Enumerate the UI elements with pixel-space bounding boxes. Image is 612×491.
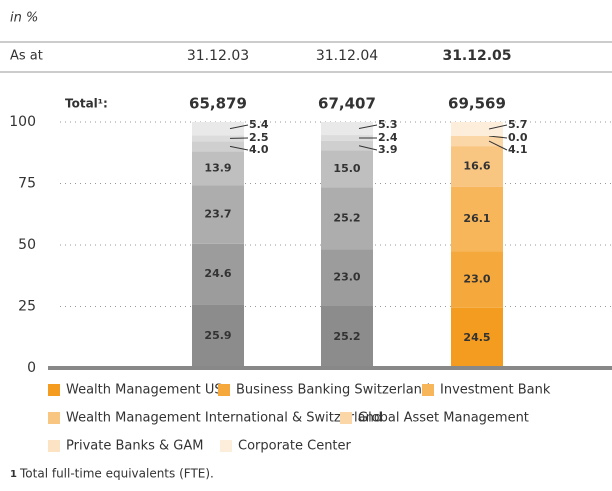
leader-line: [488, 124, 508, 130]
leader-line: [358, 145, 378, 151]
data-label: 24.5: [463, 331, 490, 344]
leader-line: [488, 140, 508, 151]
data-label: 4.0: [249, 143, 269, 156]
y-tick-label: 0: [27, 360, 36, 376]
data-label: 5.3: [378, 118, 398, 131]
y-tick-label: 75: [18, 176, 36, 192]
legend-swatch: [220, 440, 232, 452]
bar-segment: [451, 146, 503, 187]
bar-segment: [321, 249, 373, 307]
data-label: 25.2: [333, 330, 360, 343]
legend-label: Investment Bank: [440, 383, 551, 398]
category-label: 31.12.03: [187, 48, 249, 64]
bar-segment: [192, 151, 244, 186]
total-label: 69,569: [448, 95, 506, 113]
legend-swatch: [48, 440, 60, 452]
bar-segment: [451, 251, 503, 308]
leader-line: [358, 124, 378, 130]
bar-segment: [321, 122, 373, 136]
footnote: Total full-time equivalents (FTE).: [19, 467, 214, 481]
bar-segment: [321, 187, 373, 250]
bar-segment: [192, 135, 244, 142]
bar-segment: [321, 306, 373, 368]
bar-segment: [451, 186, 503, 252]
y-tick-label: 50: [18, 237, 36, 253]
data-label: 5.4: [249, 118, 269, 131]
unit-label: in %: [10, 11, 38, 26]
data-label: 23.7: [204, 208, 231, 221]
data-label: 5.7: [508, 118, 528, 131]
data-label: 2.5: [249, 131, 269, 144]
category-label: 31.12.04: [316, 48, 378, 64]
data-label: 23.0: [463, 272, 490, 285]
bar-segment: [192, 304, 244, 368]
legend-label: Global Asset Management: [358, 411, 529, 426]
date-label: As at: [10, 49, 43, 64]
y-tick-label: 100: [9, 114, 36, 130]
leader-line: [488, 135, 508, 139]
bar-segment: [451, 136, 503, 147]
y-tick-label: 25: [18, 299, 36, 315]
data-label: 3.9: [378, 143, 398, 156]
data-label: 0.0: [508, 131, 528, 144]
legend-swatch: [48, 384, 60, 396]
leader-line: [229, 145, 249, 151]
bar-segment: [451, 122, 503, 137]
data-label: 26.1: [463, 212, 490, 225]
legend-swatch: [218, 384, 230, 396]
legend-label: Wealth Management International & Switze…: [66, 411, 382, 426]
bar-segment: [192, 141, 244, 152]
total-label: Total¹:: [65, 97, 108, 111]
leader-line: [229, 124, 249, 130]
data-label: 24.6: [204, 267, 231, 280]
category-label: 31.12.05: [442, 48, 511, 64]
bar-segment: [192, 122, 244, 136]
data-label: 25.9: [204, 329, 231, 342]
data-label: 25.2: [333, 211, 360, 224]
legend-label: Corporate Center: [238, 439, 352, 454]
data-label: 16.6: [463, 160, 490, 173]
bar-segment: [321, 150, 373, 188]
data-label: 4.1: [508, 143, 528, 156]
legend-swatch: [340, 412, 352, 424]
legend-swatch: [48, 412, 60, 424]
total-label: 67,407: [318, 95, 376, 113]
data-label: 13.9: [204, 161, 231, 174]
footnote-marker: 1: [10, 469, 17, 480]
legend-label: Private Banks & GAM: [66, 439, 203, 454]
bar-segment: [451, 307, 503, 368]
data-label: 23.0: [333, 271, 360, 284]
bar-segment: [321, 140, 373, 151]
data-label: 2.4: [378, 131, 398, 144]
bar-segment: [192, 185, 244, 244]
legend-label: Wealth Management US: [66, 383, 223, 398]
bar-segment: [321, 135, 373, 141]
legend-swatch: [422, 384, 434, 396]
bar-segment: [192, 243, 244, 305]
total-label: 65,879: [189, 95, 247, 113]
legend-label: Business Banking Switzerland: [236, 383, 430, 398]
data-label: 15.0: [333, 162, 360, 175]
